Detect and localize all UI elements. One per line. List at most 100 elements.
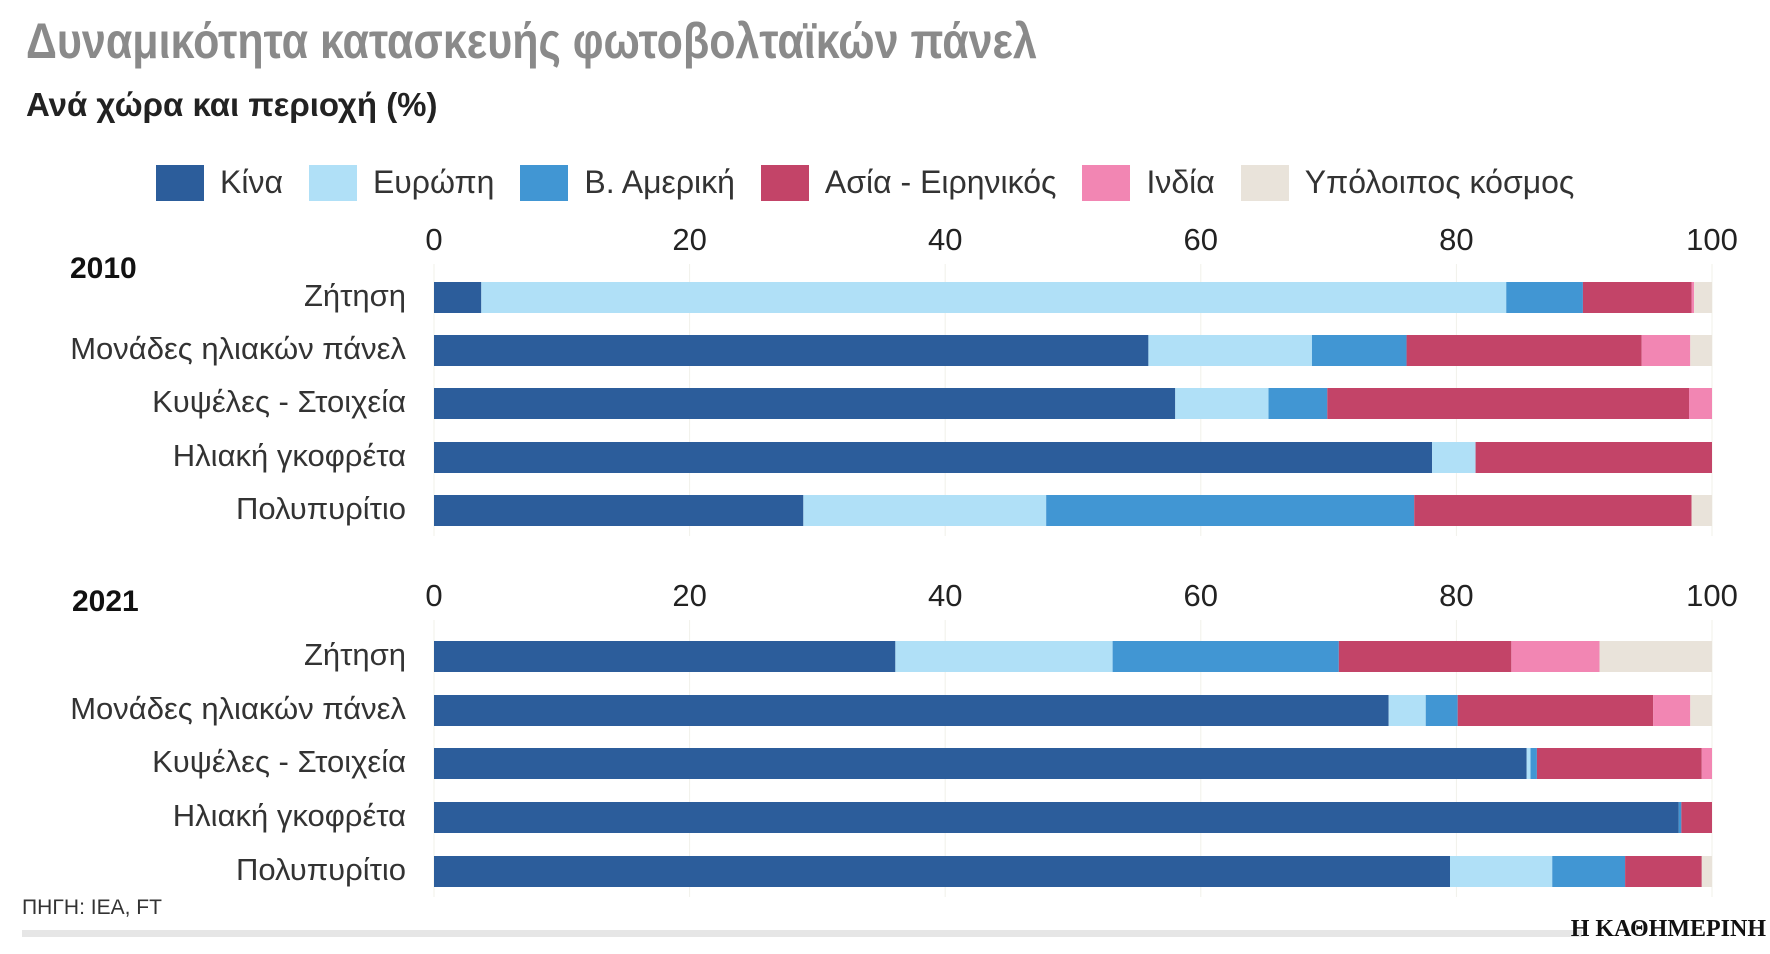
legend-swatch — [760, 164, 809, 201]
x-tick-label: 60 — [1184, 222, 1218, 257]
legend: Κίνα Ευρώπη Β. Αμερική Ασία - Ειρηνικός Ινδί… — [156, 164, 1600, 201]
bar-segment — [434, 442, 1433, 473]
x-tick-label: 80 — [1439, 222, 1473, 257]
legend-label: Κίνα — [220, 164, 283, 200]
x-tick-label: 80 — [1439, 578, 1473, 613]
x-tick-label: 100 — [1686, 222, 1738, 257]
category-label: Ζήτηση — [304, 637, 406, 672]
source-note: ΠΗΓΗ: IEA, FT — [22, 896, 162, 919]
bar-segment — [481, 282, 1507, 313]
legend-label: Υπόλοιπος κόσμος — [1304, 164, 1575, 200]
bar-segment — [434, 802, 1679, 833]
category-label: Κυψέλες - Στοιχεία — [152, 384, 406, 419]
bar-segment — [1475, 442, 1712, 473]
x-tick-label: 40 — [928, 578, 962, 613]
bar-segment — [1511, 641, 1600, 672]
bar-segment — [1506, 282, 1583, 313]
legend-item: Β. Αμερική — [520, 164, 735, 201]
bar-segment — [1457, 695, 1654, 726]
bar-segment — [1148, 335, 1312, 366]
category-label: Μονάδες ηλιακών πάνελ — [70, 691, 406, 726]
bar-segment — [1406, 335, 1642, 366]
bar-segment — [1526, 748, 1531, 779]
bar-segment — [1691, 495, 1712, 526]
legend-swatch — [308, 164, 357, 201]
bar-segment — [434, 388, 1176, 419]
bar-segment — [1681, 802, 1712, 833]
bar-segment — [1599, 641, 1712, 672]
legend-label: Β. Αμερική — [584, 164, 735, 200]
legend-swatch — [520, 164, 569, 201]
chart-title: Δυναμικότητα κατασκευής φωτοβολταϊκών πά… — [26, 13, 1037, 69]
bar-segment — [1625, 856, 1702, 887]
bar-segment — [434, 641, 896, 672]
category-label: Ζήτηση — [304, 278, 406, 313]
legend-item: Ασία - Ειρηνικός — [760, 164, 1057, 201]
x-tick-label: 20 — [672, 578, 706, 613]
bar-segment — [434, 335, 1149, 366]
bar-segment — [1552, 856, 1626, 887]
legend-item: Υπόλοιπος κόσμος — [1240, 164, 1575, 201]
legend-swatch — [1082, 164, 1131, 201]
legend-item: Ευρώπη — [308, 164, 495, 201]
legend-swatch — [156, 164, 204, 201]
bar-segment — [1688, 388, 1712, 419]
bar-segment — [1432, 442, 1476, 473]
panel-title-2010: 2010 — [70, 252, 137, 285]
legend-label: Ινδία — [1146, 164, 1215, 200]
footer-rule — [22, 930, 1582, 937]
panel-title-2021: 2021 — [72, 585, 139, 618]
x-tick-label: 0 — [425, 578, 442, 613]
bar-segment — [1690, 695, 1712, 726]
bar-segment — [1268, 388, 1328, 419]
category-label: Ηλιακή γκοφρέτα — [173, 798, 406, 833]
category-label: Πολυπυρίτιο — [236, 491, 406, 526]
legend-label: Ευρώπη — [372, 164, 495, 200]
category-label: Πολυπυρίτιο — [236, 852, 406, 887]
bar-segment — [1694, 282, 1712, 313]
bar-segment — [1414, 495, 1692, 526]
bar-segment — [1338, 641, 1512, 672]
bar-segment — [434, 695, 1389, 726]
bar-segment — [1653, 695, 1691, 726]
chart-subtitle: Ανά χώρα και περιοχή (%) — [26, 86, 438, 123]
legend-swatch — [1240, 164, 1289, 201]
bar-segment — [1388, 695, 1426, 726]
bar-segment — [1678, 802, 1682, 833]
legend-item: Ινδία — [1082, 164, 1215, 201]
bar-segment — [1641, 335, 1691, 366]
publisher-logo: Η ΚΑΘΗΜΕΡΙΝΗ — [1570, 916, 1766, 942]
bar-segment — [1425, 695, 1458, 726]
bar-segment — [1327, 388, 1689, 419]
x-tick-label: 100 — [1686, 578, 1738, 613]
category-label: Μονάδες ηλιακών πάνελ — [70, 331, 406, 366]
bar-segment — [1112, 641, 1339, 672]
bar-segment — [1311, 335, 1407, 366]
bar-segment — [895, 641, 1113, 672]
x-tick-label: 20 — [672, 222, 706, 257]
bar-segment — [1691, 282, 1695, 313]
bar-segment — [434, 495, 804, 526]
bar-segment — [1701, 748, 1712, 779]
bar-segment — [803, 495, 1047, 526]
bar-segment — [434, 282, 482, 313]
x-tick-label: 60 — [1184, 578, 1218, 613]
legend-label: Ασία - Ειρηνικός — [824, 164, 1057, 200]
bar-segment — [1701, 856, 1712, 887]
category-label: Ηλιακή γκοφρέτα — [173, 438, 406, 473]
bar-segment — [1450, 856, 1553, 887]
legend-item: Κίνα — [156, 164, 283, 201]
x-tick-label: 0 — [425, 222, 442, 257]
bar-segment — [1536, 748, 1702, 779]
bar-segment — [1690, 335, 1712, 366]
x-tick-label: 40 — [928, 222, 962, 257]
category-label: Κυψέλες - Στοιχεία — [152, 744, 406, 779]
bar-segment — [1175, 388, 1269, 419]
bar-segment — [1530, 748, 1537, 779]
bar-segment — [1046, 495, 1415, 526]
bar-segment — [434, 748, 1527, 779]
bar-segment — [434, 856, 1451, 887]
bar-segment — [1582, 282, 1692, 313]
